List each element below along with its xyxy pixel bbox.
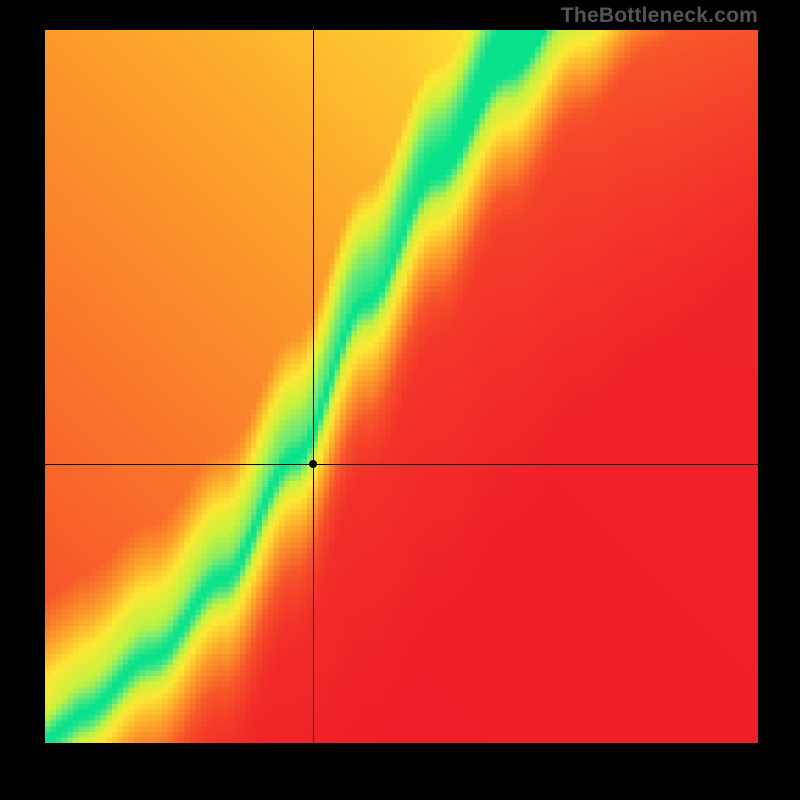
watermark-text: TheBottleneck.com (561, 4, 758, 28)
heatmap-canvas (45, 30, 758, 743)
crosshair-horizontal (45, 464, 758, 465)
crosshair-dot (309, 460, 317, 468)
chart-root: TheBottleneck.com (0, 0, 800, 800)
crosshair-vertical (313, 30, 314, 743)
